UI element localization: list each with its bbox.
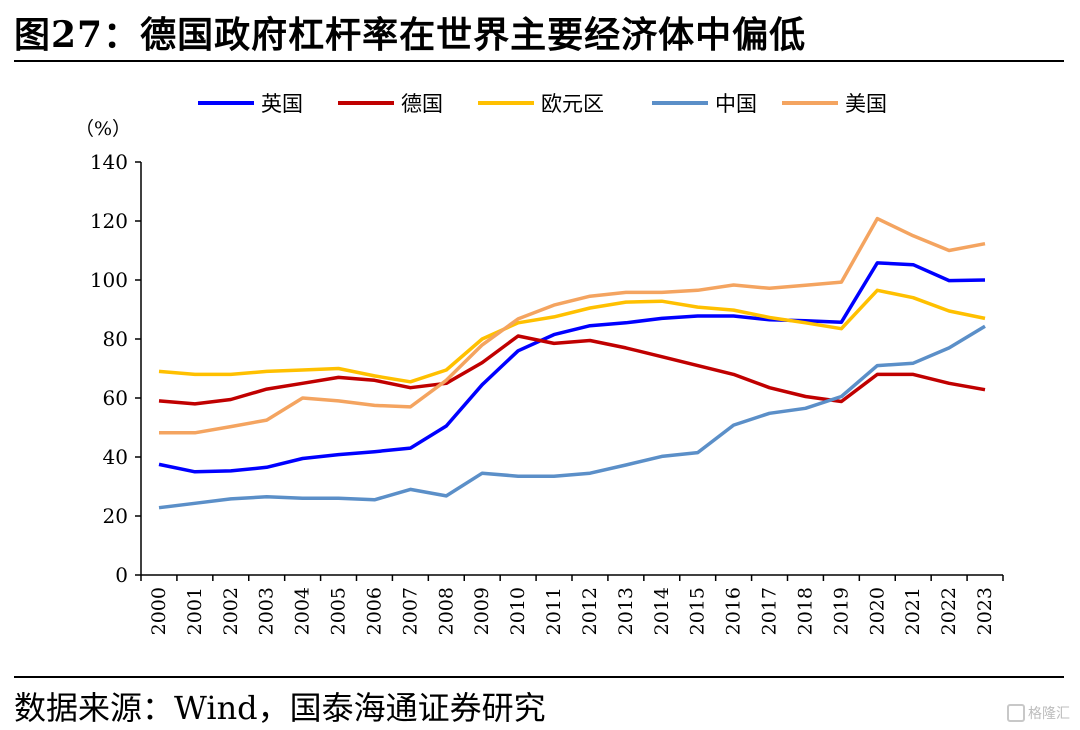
x-tick-label: 2005 [328,587,350,635]
x-tick-label: 2003 [256,587,278,635]
x-tick-label: 2018 [794,587,816,635]
y-tick-label: 40 [103,445,128,469]
x-tick-label: 2001 [184,587,206,635]
y-tick-label: 80 [103,327,128,351]
x-tick-label: 2004 [292,587,314,635]
y-tick-label: 60 [103,386,128,410]
y-tick-label: 0 [115,563,128,587]
y-axis-unit-label: （%） [75,118,131,140]
watermark: 格隆汇 [1007,703,1070,723]
x-tick-label: 2006 [363,587,385,635]
title-rule [14,60,1064,62]
series-line-0 [158,261,986,474]
legend-label: 英国 [261,92,303,116]
series-line-4 [159,216,986,435]
x-tick-label: 2002 [220,587,242,635]
series-line-2 [158,288,986,384]
x-tick-label: 2000 [148,587,170,635]
x-tick-label: 2008 [435,587,457,635]
x-tick-label: 2023 [974,587,996,635]
x-tick-label: 2007 [399,587,421,635]
legend-label: 中国 [715,92,757,116]
legend-label: 欧元区 [541,92,604,116]
y-tick-label: 100 [90,268,128,292]
y-tick-label: 140 [90,150,128,174]
x-tick-label: 2021 [902,587,924,635]
x-tick-label: 2013 [615,587,637,635]
figure-title: 图27：德国政府杠杆率在世界主要经济体中偏低 [14,14,807,56]
x-tick-label: 2012 [579,587,601,635]
x-tick-label: 2010 [507,587,529,635]
watermark-logo-icon [1007,704,1025,722]
x-tick-label: 2022 [938,587,960,635]
x-tick-label: 2015 [687,587,709,635]
x-tick-label: 2016 [723,587,745,635]
x-tick-label: 2017 [759,587,781,635]
legend-label: 德国 [401,92,443,116]
series-line-1 [158,334,986,406]
x-tick-label: 2020 [866,587,888,635]
x-tick-label: 2014 [651,587,673,635]
line-chart: 英国 德国 欧元区 中国 美国 （%） 0 20 40 60 80 100 120 140 2000 20… [75,92,1004,635]
chart-axes: 0 20 40 60 80 100 120 140 2000 2001 2002 2003 2004 20… [90,150,1004,635]
y-tick-label: 120 [90,209,128,233]
series-line-3 [158,324,986,510]
x-tick-label: 2011 [543,587,565,635]
legend-label: 美国 [845,92,887,116]
source-note: 数据来源：Wind，国泰海通证券研究 [14,689,546,727]
chart-legend: 英国 德国 欧元区 中国 美国 [198,92,887,116]
x-tick-label: 2019 [830,587,852,635]
watermark-text: 格隆汇 [1028,706,1070,722]
chart-series-lines [158,216,986,510]
y-tick-label: 20 [103,504,128,528]
x-tick-label: 2009 [471,587,493,635]
source-rule [14,676,1064,678]
